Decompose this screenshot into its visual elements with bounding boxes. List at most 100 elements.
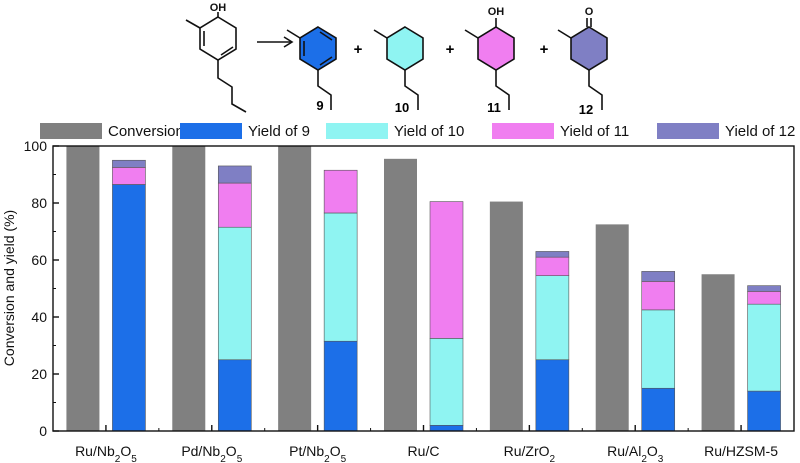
x-tick-label-subscript: 2 [550, 454, 556, 463]
y-tick-label: 0 [39, 423, 47, 439]
bar-segment-yield-of-11 [641, 281, 676, 311]
x-tick-label-subscript: 2 [324, 454, 330, 463]
bar-segment-yield-of-9 [535, 359, 570, 432]
compound-label-11: 11 [487, 100, 501, 115]
compound-label-12: 12 [579, 102, 593, 117]
legend-swatch [180, 123, 242, 139]
bar-segment-yield-of-10 [217, 226, 252, 361]
y-tick-label: 80 [31, 195, 47, 211]
bar-conversion [278, 146, 312, 431]
x-tick-label-part: Ru/C [408, 443, 440, 459]
x-tick-label-part: Pd/Nb [181, 443, 220, 459]
x-tick-label: Ru/C [408, 443, 440, 459]
bar-segment-yield-of-11 [217, 182, 252, 228]
legend-item-yield-10: Yield of 10 [326, 120, 464, 142]
x-tick-label-subscript: 5 [237, 454, 243, 463]
bar-segment-yield-of-10 [535, 275, 570, 361]
bar-segment-yield-of-9 [323, 340, 358, 432]
x-tick-label-subscript: 3 [658, 454, 664, 463]
bar-segment-yield-of-12 [217, 165, 252, 184]
bar-segment-yield-of-12 [535, 251, 570, 258]
reaction-scheme: OH + + OH + O 9 10 11 12 [185, 2, 608, 117]
x-tick-label-subscript: 2 [220, 454, 226, 463]
legend-label: Yield of 9 [248, 122, 310, 140]
x-tick-label-part: Ru/ZrO [504, 443, 550, 459]
bar-segment-yield-of-10 [429, 338, 464, 426]
bar-segment-yield-of-11 [112, 167, 146, 185]
legend-label: Yield of 10 [394, 122, 465, 140]
bar-segment-yield-of-9 [429, 424, 464, 432]
product-11-ring [477, 26, 515, 71]
bar-segment-yield-of-11 [535, 256, 570, 276]
y-axis-label: Conversion and yield (%) [1, 210, 17, 366]
bar-segment-yield-of-9 [641, 387, 676, 432]
bar-conversion [595, 224, 629, 431]
bar-segment-yield-of-9 [112, 184, 146, 432]
bar-conversion [172, 146, 206, 431]
plot-frame [52, 145, 795, 432]
bar-segment-yield-of-11 [747, 291, 781, 305]
x-tick-label-part: Ru/Nb [75, 443, 115, 459]
x-tick-label-subscript: 5 [131, 454, 137, 463]
y-tick-label: 20 [31, 366, 47, 382]
bar-segment-yield-of-12 [747, 285, 781, 292]
x-tick-label: Ru/Al2O3 [607, 443, 664, 463]
bar-segment-yield-of-9 [217, 359, 252, 432]
compound-label-9: 9 [316, 98, 323, 113]
plus-sign: + [354, 41, 363, 58]
reactant-oh-label: OH [210, 2, 227, 14]
x-tick-label-subscript: 2 [641, 454, 647, 463]
x-tick-label: Ru/HZSM-5 [704, 443, 778, 459]
compound-label-10: 10 [395, 100, 409, 115]
legend-swatch [657, 123, 719, 139]
bars-layer [66, 146, 781, 432]
chart-legend: Conversion Yield of 9 Yield of 10 Yield … [0, 120, 800, 142]
x-tick-label: Pd/Nb2O5 [181, 443, 242, 463]
y-tick-label: 100 [24, 140, 48, 154]
bar-conversion [66, 146, 100, 431]
plus-sign: + [540, 41, 549, 58]
x-tick-label-part: Pt/Nb [289, 443, 324, 459]
bar-segment-yield-of-11 [323, 169, 358, 214]
y-tick-label: 60 [31, 252, 47, 268]
bar-conversion [701, 274, 735, 431]
legend-item-yield-9: Yield of 9 [180, 120, 310, 142]
product-12-ring [570, 26, 608, 71]
x-tick-label-part: O [647, 443, 658, 459]
bar-segment-yield-of-11 [429, 201, 464, 339]
legend-item-conversion: Conversion [40, 120, 184, 142]
plus-sign: + [446, 41, 455, 58]
x-tick-label-part: O [330, 443, 341, 459]
x-tick-label-part: O [226, 443, 237, 459]
bar-segment-yield-of-9 [747, 390, 781, 432]
y-tick-label: 40 [31, 309, 47, 325]
x-tick-label: Pt/Nb2O5 [289, 443, 346, 463]
x-tick-label-part: Ru/Al [607, 443, 641, 459]
x-tick-label-subscript: 2 [115, 454, 121, 463]
legend-label: Conversion [108, 122, 184, 140]
x-tick-label: Ru/Nb2O5 [75, 443, 137, 463]
product-9-ring [299, 26, 337, 71]
x-tick-label-subscript: 5 [341, 454, 347, 463]
bar-segment-yield-of-10 [747, 303, 781, 392]
product-11-oh-label: OH [488, 6, 505, 18]
bar-segment-yield-of-10 [323, 212, 358, 342]
bar-segment-yield-of-12 [641, 271, 676, 282]
legend-swatch [40, 123, 102, 139]
legend-swatch [492, 123, 554, 139]
product-10-ring [386, 26, 424, 71]
legend-label: Yield of 11 [560, 122, 630, 140]
legend-item-yield-11: Yield of 11 [492, 120, 629, 142]
bar-segment-yield-of-10 [641, 309, 676, 389]
x-tick-label: Ru/ZrO2 [504, 443, 556, 463]
bar-conversion [489, 201, 523, 431]
bar-conversion [384, 158, 417, 431]
bar-segment-yield-of-12 [112, 159, 146, 168]
reactant-ring [199, 16, 237, 61]
product-12-o-label: O [585, 6, 594, 18]
legend-label: Yield of 12 [725, 122, 796, 140]
x-tick-label-part: Ru/HZSM-5 [704, 443, 778, 459]
x-tick-label-part: O [120, 443, 131, 459]
